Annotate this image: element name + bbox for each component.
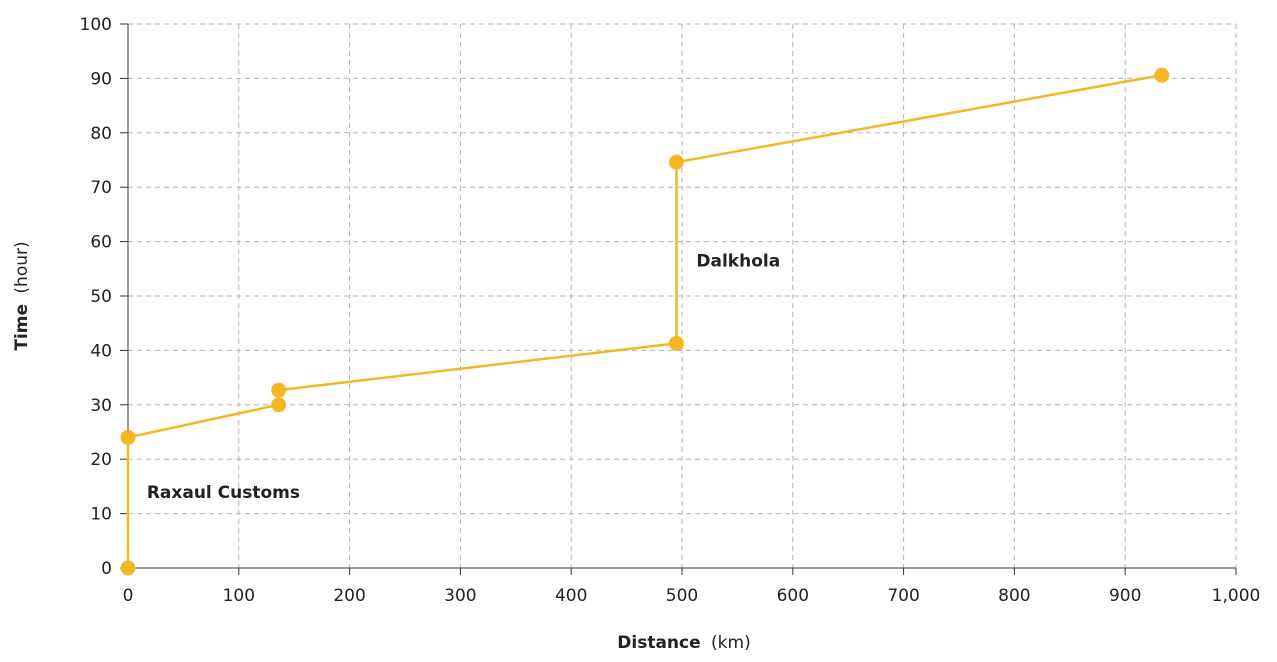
x-tick-label: 400 [555,586,587,606]
x-tick-label: 0 [123,586,134,606]
x-tick-label: 1,000 [1212,586,1261,606]
x-tick-label: 700 [887,586,919,606]
series-layer [120,67,1170,576]
x-tick-label: 800 [998,586,1030,606]
data-point [120,429,136,445]
x-axis-title-unit: (km) [711,633,751,653]
x-axis-title-bold: Distance [617,633,700,653]
data-point [271,397,287,413]
annotation-label: Dalkhola [696,252,780,272]
y-tick-label: 60 [90,233,112,253]
y-axis-title-unit: (hour) [12,241,32,293]
y-tick-label: 10 [90,505,112,525]
data-point [668,335,684,351]
x-tick-label: 900 [1109,586,1141,606]
x-tick-label: 500 [666,586,698,606]
y-tick-label: 40 [90,341,112,361]
grid-layer [128,23,1237,568]
annotation-layer: Raxaul Customs Dalkhola [147,252,780,503]
data-point [120,560,136,576]
y-tick-label: 50 [90,287,112,307]
x-tick-label: 600 [777,586,809,606]
y-tick-label: 80 [90,124,112,144]
y-tick-label: 70 [90,178,112,198]
y-axis-title: Time (hour) [12,241,32,350]
data-point [271,382,287,398]
annotation-label: Raxaul Customs [147,483,300,503]
x-axis-title: Distance (km) [617,633,750,653]
y-tick-label: 100 [80,15,112,35]
x-tick-label: 100 [223,586,255,606]
y-tick-label: 0 [101,559,112,579]
y-axis-title-bold: Time [12,304,32,351]
axis-layer: 0 100 200 300 400 500 600 700 800 900 1,000 0 10 20 30… [80,15,1261,606]
data-point [1154,67,1170,83]
y-tick-label: 30 [90,396,112,416]
y-tick-label: 90 [90,69,112,89]
y-tick-label: 20 [90,450,112,470]
x-tick-label: 300 [444,586,476,606]
data-point [668,154,684,170]
x-tick-label: 200 [333,586,365,606]
